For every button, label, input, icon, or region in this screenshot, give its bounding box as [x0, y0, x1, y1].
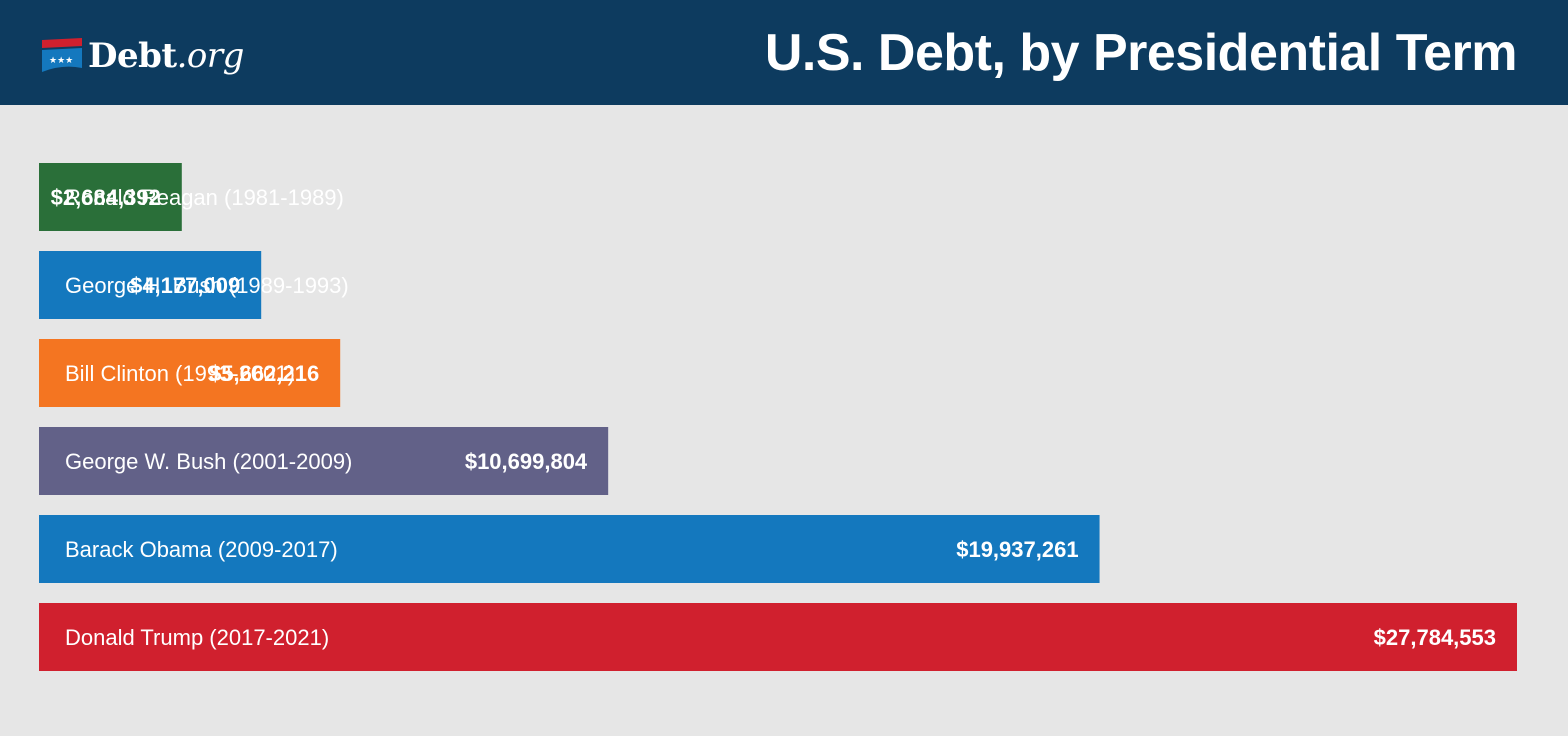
bar-0 [39, 163, 182, 231]
bar-value-1: $4,177,009 [130, 273, 240, 298]
bar-4 [39, 515, 1100, 583]
bar-label-2: Bill Clinton (1993-2001) [65, 361, 295, 386]
page-title: U.S. Debt, by Presidential Term [764, 24, 1518, 82]
bar-3 [39, 427, 609, 495]
bar-value-2: $5,662,216 [209, 361, 319, 386]
bar-label-1: George H. Bush (1989-1993) [65, 273, 349, 298]
bar-label-5: Donald Trump (2017-2021) [65, 625, 329, 650]
logo-text: Debt.org [88, 34, 244, 78]
bar-value-4: $19,937,261 [956, 537, 1078, 562]
header-banner: ★★★ Debt.org U.S. Debt, by Presidential … [0, 0, 1568, 105]
bar-label-4: Barack Obama (2009-2017) [65, 537, 338, 562]
logo-text-suffix: .org [176, 36, 245, 76]
bar-5 [39, 603, 1517, 671]
bar-label-0: Ronald Reagan (1981-1989) [65, 185, 344, 210]
bar-label-3: George W. Bush (2001-2009) [65, 449, 352, 474]
bar-value-3: $10,699,804 [465, 449, 588, 474]
debt-org-logo[interactable]: ★★★ Debt.org [40, 34, 244, 78]
bar-value-5: $27,784,553 [1374, 625, 1496, 650]
flag-icon: ★★★ [42, 38, 82, 72]
svg-text:★★★: ★★★ [49, 56, 73, 66]
bar-2 [39, 339, 341, 407]
bar-1 [39, 251, 262, 319]
bar-value-0: $2,684,392 [51, 185, 161, 210]
logo-text-main: Debt [88, 36, 177, 76]
